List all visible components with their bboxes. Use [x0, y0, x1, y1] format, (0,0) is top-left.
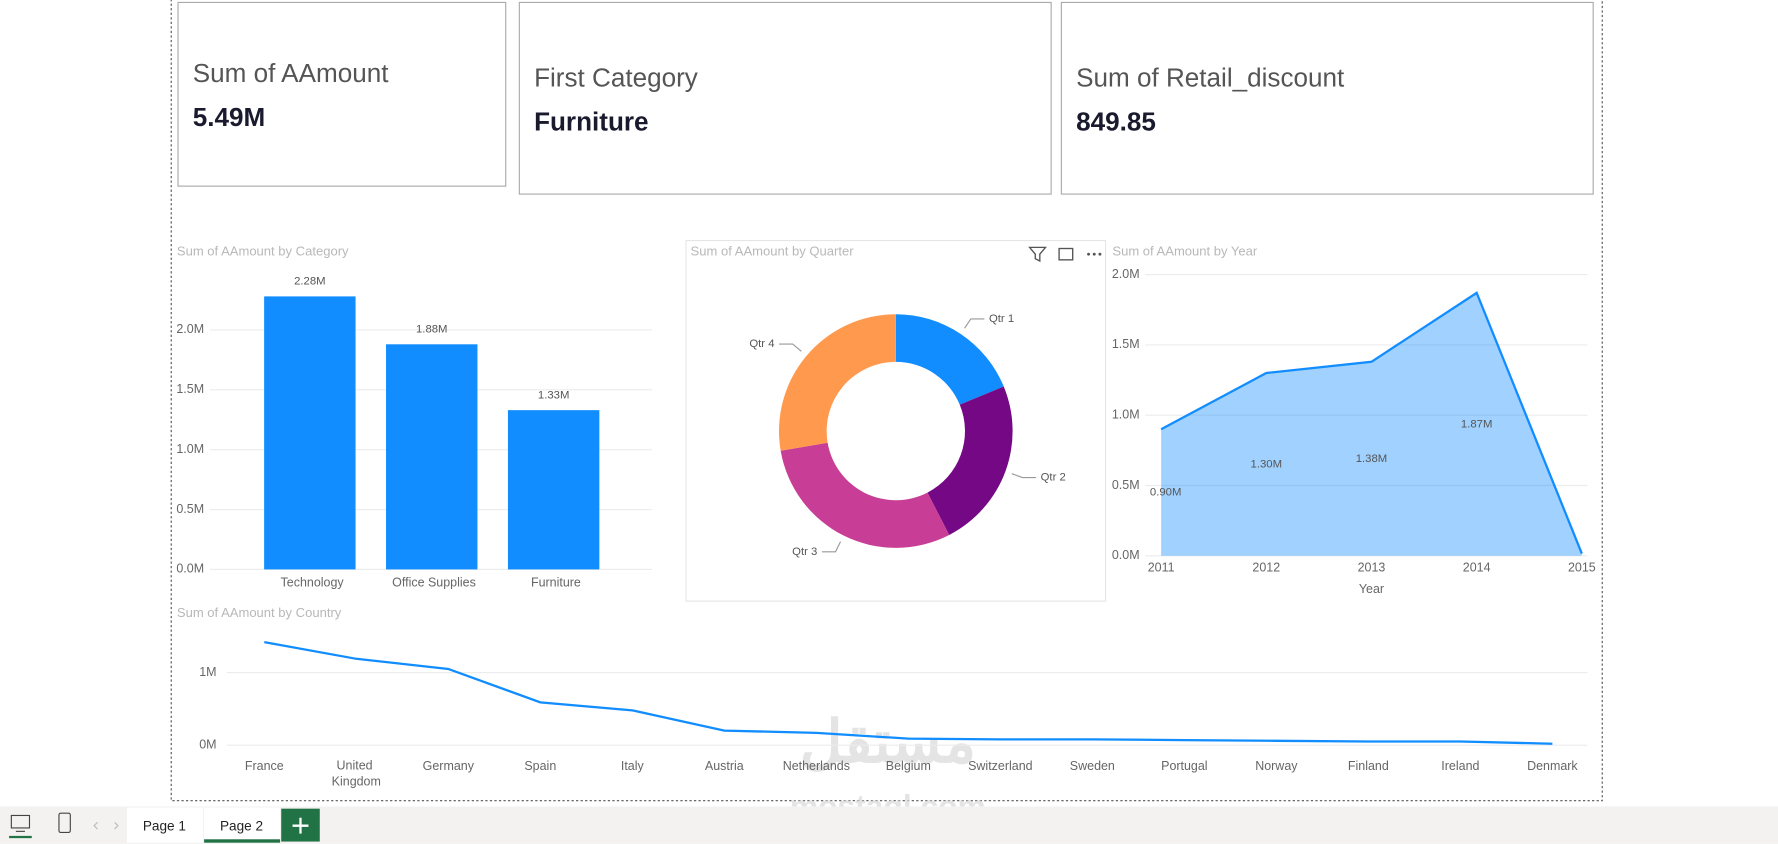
card[interactable]: [518, 1, 1052, 195]
bar: [507, 410, 600, 570]
y-tick-label: 1.5M: [176, 382, 204, 396]
data-label: 1.88M: [416, 324, 447, 336]
x-tick-label: Germany: [423, 759, 475, 773]
canvas-border: [170, 0, 1603, 802]
filter-icon[interactable]: [1028, 246, 1047, 263]
y-tick-label: 1.0M: [1112, 407, 1140, 421]
y-tick-label: 1.0M: [176, 442, 204, 456]
x-tick-label: France: [245, 759, 284, 773]
leader-line: [964, 318, 985, 329]
x-tick-label: 2014: [1463, 561, 1491, 575]
x-tick-label: Spain: [524, 759, 556, 773]
card-title: First Category: [534, 62, 698, 92]
tab-label[interactable]: Page 1: [143, 818, 186, 833]
card[interactable]: [1060, 1, 1594, 195]
tab-active-bar: [204, 839, 281, 843]
y-tick-label: 0.5M: [176, 502, 204, 516]
y-tick-label: 1.5M: [1112, 337, 1140, 351]
card-value: Furniture: [534, 107, 648, 137]
y-tick-label: 0.0M: [1112, 548, 1140, 562]
chart-title: Sum of AAmount by Quarter: [691, 243, 855, 258]
data-label: 1.87M: [1461, 418, 1492, 430]
leader-line: [1011, 473, 1037, 479]
x-tick-label: Netherlands: [783, 759, 850, 773]
tab-label[interactable]: Page 2: [220, 818, 263, 833]
card-value: 5.49M: [193, 102, 265, 132]
visual-frame: [685, 240, 1107, 602]
data-label: 2.28M: [294, 276, 325, 288]
y-tick-label: 0M: [199, 737, 216, 751]
x-tick-label: Belgium: [886, 759, 931, 773]
slice-label: Qtr 4: [749, 338, 774, 350]
x-tick-label: 2011: [1148, 561, 1175, 575]
tab[interactable]: [204, 807, 281, 843]
y-tick-label: 1M: [199, 665, 216, 679]
slice-label: Qtr 3: [792, 546, 817, 558]
pie-slice: [780, 442, 950, 548]
x-tick-label: Office Supplies: [392, 575, 476, 589]
x-tick-label: 2012: [1252, 561, 1280, 575]
bar: [264, 296, 356, 570]
visual-header-icons: [1028, 246, 1102, 263]
x-tick-label: 2013: [1358, 561, 1386, 575]
x-tick-label: Denmark: [1527, 759, 1578, 773]
card-value: 849.85: [1076, 107, 1156, 137]
x-tick-label: Sweden: [1070, 759, 1115, 773]
line: [1160, 291, 1583, 554]
mobile-view-icon[interactable]: [58, 812, 71, 834]
slice-label: Qtr 1: [989, 313, 1014, 325]
y-tick-label: 0.5M: [1112, 478, 1140, 492]
leader-line: [821, 541, 842, 553]
more-icon[interactable]: [1087, 252, 1102, 256]
watermark: مستقل: [800, 710, 976, 775]
x-tick-label: Norway: [1255, 759, 1298, 773]
x-tick-label: Furniture: [531, 575, 581, 589]
card-title: Sum of AAmount: [193, 58, 389, 88]
x-axis-title: Year: [1359, 582, 1384, 596]
leader-line: [779, 343, 802, 352]
x-tick-label: Austria: [705, 759, 744, 773]
page-nav[interactable]: [93, 821, 119, 830]
focus-icon[interactable]: [1058, 247, 1074, 261]
x-tick-label: Ireland: [1441, 759, 1479, 773]
data-label: 0.90M: [1150, 487, 1181, 499]
chart-title: Sum of AAmount by Category: [177, 243, 349, 258]
card-title: Sum of Retail_discount: [1076, 62, 1345, 92]
area: [1161, 292, 1582, 556]
y-tick-label: 2.0M: [1112, 267, 1140, 281]
y-tick-label: 2.0M: [176, 322, 204, 336]
active-view: [9, 835, 32, 839]
x-tick-label: Finland: [1348, 759, 1389, 773]
y-tick-label: 0.0M: [176, 562, 204, 576]
data-label: 1.38M: [1356, 453, 1387, 465]
x-tick-label: 2015: [1568, 561, 1596, 575]
pie-slice: [779, 314, 896, 451]
x-tick-label: Italy: [621, 759, 645, 773]
x-tick-label: Portugal: [1161, 759, 1207, 773]
line: [264, 641, 1553, 745]
slice-label: Qtr 2: [1041, 472, 1066, 484]
pie-slice: [927, 386, 1013, 535]
x-tick-label: Technology: [281, 575, 345, 589]
desktop-view-icon[interactable]: [10, 814, 31, 832]
tab[interactable]: [127, 807, 203, 843]
pie-slice: [895, 314, 1004, 405]
chart-title: Sum of AAmount by Year: [1112, 243, 1258, 258]
add-icon: [292, 817, 309, 834]
bar: [386, 344, 478, 570]
x-tick-label: Switzerland: [968, 759, 1033, 773]
x-tick-label: United Kingdom: [332, 759, 381, 789]
data-label: 1.33M: [538, 389, 569, 401]
data-label: 1.30M: [1251, 458, 1282, 470]
card[interactable]: [177, 1, 507, 187]
chart-title: Sum of AAmount by Country: [177, 605, 342, 620]
